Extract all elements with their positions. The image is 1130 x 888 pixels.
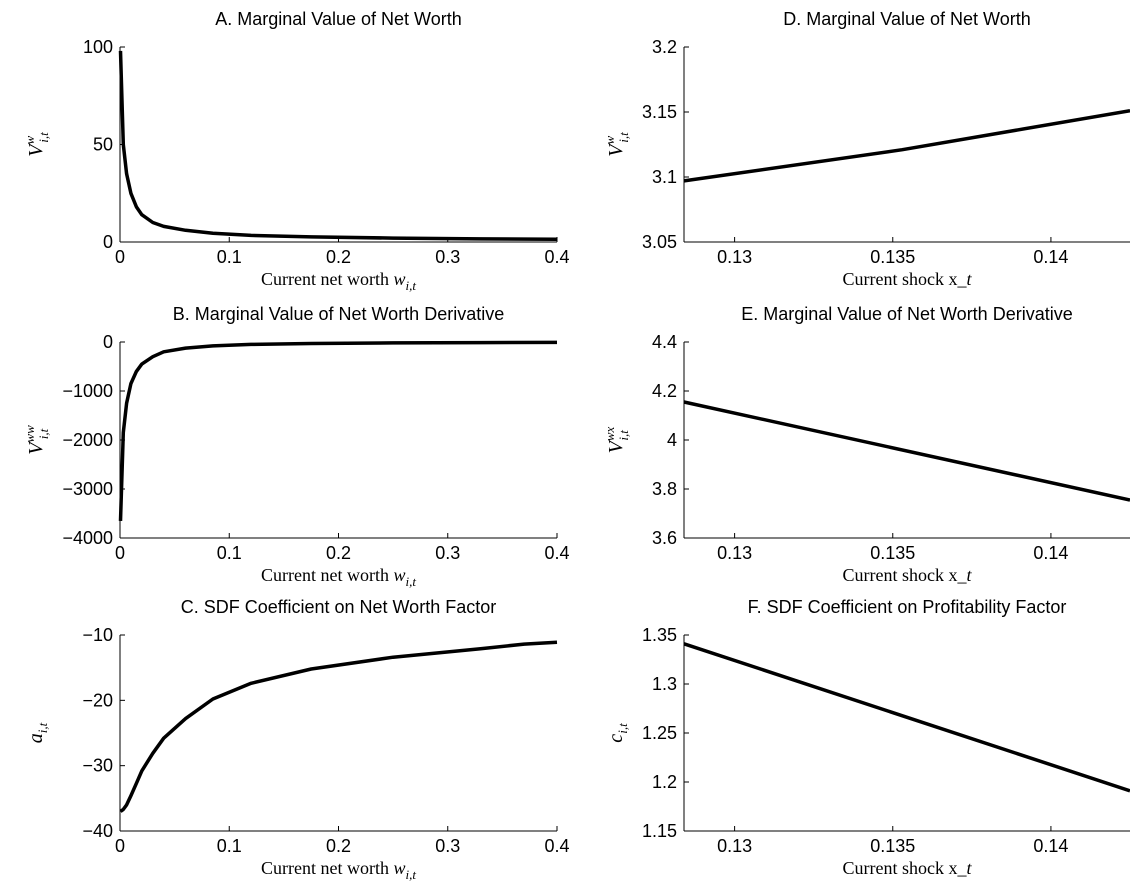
x-tick-label: 0.3 (435, 836, 460, 856)
panel-e: E. Marginal Value of Net Worth Derivativ… (602, 304, 1130, 585)
y-tick-label: −20 (82, 690, 113, 710)
y-tick-label: 4.4 (652, 332, 677, 352)
y-axis-label: ai,t (25, 722, 50, 743)
y-axis-label: Vwi,t (602, 132, 631, 157)
x-tick-label: 0 (115, 836, 125, 856)
panel-a: A. Marginal Value of Net Worth 0 0.1 0.2 0.3… (22, 9, 570, 293)
chart-title: E. Marginal Value of Net Worth Derivativ… (741, 304, 1072, 324)
x-tick-label: 0 (115, 247, 125, 267)
x-tick-label: 0.14 (1033, 543, 1068, 563)
y-tick-label: 1.3 (652, 674, 677, 694)
chart-title: B. Marginal Value of Net Worth Derivativ… (173, 304, 504, 324)
x-tick-label: 0.14 (1033, 247, 1068, 267)
x-tick-label: 0.2 (326, 836, 351, 856)
x-tick-label: 0.4 (544, 836, 569, 856)
x-tick-label: 0.4 (544, 247, 569, 267)
x-tick-label: 0.13 (717, 247, 752, 267)
x-axis-label: Current net worth wi,t (261, 269, 416, 293)
y-tick-label: 4 (667, 430, 677, 450)
y-tick-label: −2000 (62, 430, 113, 450)
x-tick-label: 0.2 (326, 543, 351, 563)
y-tick-label: −30 (82, 756, 113, 776)
series-line (118, 50, 558, 242)
y-tick-label: 1.25 (642, 723, 677, 743)
y-tick-label: 1.15 (642, 821, 677, 841)
y-tick-label: 3.15 (642, 102, 677, 122)
x-axis-label: Current shock x_t (843, 269, 973, 289)
y-tick-label: 3.1 (652, 167, 677, 187)
x-tick-label: 0.1 (217, 836, 242, 856)
x-tick-label: 0.135 (870, 543, 915, 563)
y-axis-label: Vwwi,t (22, 425, 51, 455)
y-tick-label: 4.2 (652, 381, 677, 401)
x-axis-label: Current shock x_t (843, 858, 973, 878)
y-tick-label: −1000 (62, 381, 113, 401)
y-tick-label: 1.2 (652, 772, 677, 792)
x-axis-label: Current shock x_t (843, 565, 973, 585)
y-tick-label: 3.6 (652, 528, 677, 548)
chart-title: A. Marginal Value of Net Worth (215, 9, 461, 29)
y-tick-label: −10 (82, 625, 113, 645)
x-tick-label: 0.1 (217, 247, 242, 267)
x-tick-label: 0.1 (217, 543, 242, 563)
y-tick-label: 0 (103, 232, 113, 252)
panel-d: D. Marginal Value of Net Worth 0.13 0.135 0… (602, 9, 1130, 289)
y-tick-label: −4000 (62, 528, 113, 548)
y-tick-label: 0 (103, 332, 113, 352)
x-tick-label: 0.2 (326, 247, 351, 267)
x-tick-label: 0.14 (1033, 836, 1068, 856)
series-line (683, 108, 1130, 183)
y-tick-label: 3.8 (652, 479, 677, 499)
x-tick-label: 0.135 (870, 836, 915, 856)
x-tick-label: 0.13 (717, 836, 752, 856)
chart-title: F. SDF Coefficient on Profitability Fact… (748, 597, 1067, 617)
series-line (119, 640, 558, 813)
chart-title: D. Marginal Value of Net Worth (783, 9, 1030, 29)
x-axis-label: Current net worth wi,t (261, 858, 416, 882)
y-axis-label: Vwxi,t (602, 426, 631, 453)
x-tick-label: 0.3 (435, 543, 460, 563)
x-tick-label: 0.3 (435, 247, 460, 267)
y-tick-label: 50 (93, 135, 113, 155)
series-line (683, 400, 1130, 502)
y-axis-label: ci,t (605, 723, 630, 743)
series-line (683, 642, 1130, 793)
y-tick-label: 3.2 (652, 37, 677, 57)
series-line (118, 340, 558, 521)
y-tick-label: −3000 (62, 479, 113, 499)
chart-title: C. SDF Coefficient on Net Worth Factor (181, 597, 496, 617)
y-tick-label: 3.05 (642, 232, 677, 252)
x-tick-label: 0 (115, 543, 125, 563)
x-tick-label: 0.135 (870, 247, 915, 267)
panel-c: C. SDF Coefficient on Net Worth Factor 0 0… (25, 597, 570, 882)
panel-b: B. Marginal Value of Net Worth Derivativ… (22, 304, 570, 589)
y-tick-label: 100 (83, 37, 113, 57)
y-tick-label: −40 (82, 821, 113, 841)
x-tick-label: 0.4 (544, 543, 569, 563)
y-axis-label: Vwi,t (22, 132, 51, 157)
x-axis-label: Current net worth wi,t (261, 565, 416, 589)
y-tick-label: 1.35 (642, 625, 677, 645)
x-tick-label: 0.13 (717, 543, 752, 563)
panel-f: F. SDF Coefficient on Profitability Fact… (605, 597, 1130, 878)
